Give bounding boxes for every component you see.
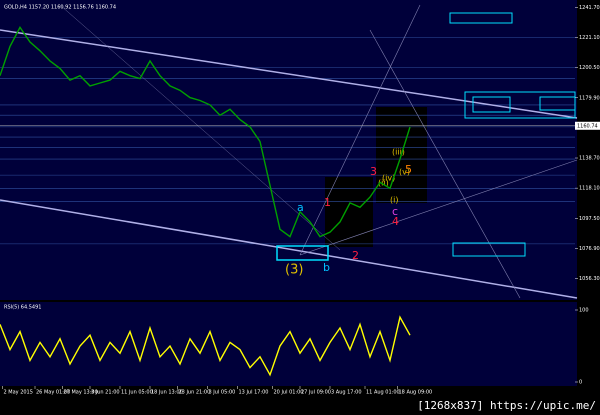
wave-labels: a b (3) 1 2 3 4 c 5 (i) (ii) (iii) (iv) … [285, 148, 412, 278]
wave-label: 4 [392, 215, 399, 228]
y-tick-label: 1138.70 [579, 156, 600, 162]
channel-line [0, 199, 578, 299]
x-tick-label: 20 Jul 01:00 [274, 390, 304, 396]
y-tick-label: 100 [579, 308, 589, 314]
wave-label: (iv) [382, 174, 395, 183]
watermark-bg [432, 396, 600, 415]
chart-title: GOLD,H4 1157.20 1160.92 1156.76 1160.74 [4, 5, 116, 11]
wave-label: a [297, 201, 304, 214]
x-tick-label: 2 May 2015 [4, 390, 33, 396]
wave-label: (iii) [392, 148, 405, 157]
x-tick-label: 23 Jun 21:00 [179, 390, 211, 396]
wave-label: c [392, 205, 398, 218]
label-box [472, 96, 511, 113]
wave-label: 3 [370, 165, 377, 178]
y-tick-label: 1179.90 [579, 95, 600, 101]
fan-line [59, 4, 341, 251]
x-tick-label: 3 Jun 21:00 [91, 390, 120, 396]
indicator-title: RSI(5) 64.5491 [4, 305, 41, 311]
label-box [539, 96, 576, 111]
wave-label: (v) [399, 168, 410, 177]
label-box [452, 242, 526, 257]
y-tick-label: 1076.90 [579, 246, 600, 252]
x-tick-label: 27 May 13:00 [64, 390, 98, 396]
fan-line [369, 29, 521, 299]
watermark: [1268x837] https://upic.me/ [417, 399, 596, 412]
y-tick-label: 1200.50 [579, 65, 600, 71]
fan-line [299, 159, 578, 256]
wave-label: (i) [390, 196, 398, 205]
price-marker [575, 121, 600, 130]
x-tick-label: 26 May 01:00 [36, 390, 70, 396]
x-tick-label: 18 Jun 13:00 [151, 390, 183, 396]
wave-label: 5 [405, 163, 412, 176]
y-tick-label: 1118.10 [579, 186, 600, 192]
wave-label: b [323, 261, 330, 274]
x-tick-label: 11 Aug 01:00 [366, 390, 400, 396]
y-tick-label: 1056.30 [579, 276, 600, 282]
y-tick-label: 1097.50 [579, 216, 600, 222]
series-line [0, 26, 411, 238]
wave-label: 1 [324, 196, 331, 209]
wave-label: 2 [352, 249, 359, 262]
fan-line [299, 4, 421, 256]
channel-line [0, 29, 578, 119]
wave-label: (3) [285, 263, 303, 278]
drawings [0, 4, 578, 299]
y-tick-label: 0 [579, 380, 582, 386]
price-plot [325, 107, 427, 247]
x-tick-label: 3 Aug 17:00 [331, 390, 362, 396]
y-tick-label: 1241.70 [579, 5, 600, 11]
x-tick-label: 3 Jul 05:00 [209, 390, 236, 396]
series-line [0, 315, 411, 377]
price-pane [0, 0, 577, 300]
wave-label: (ii) [378, 179, 389, 188]
box [325, 177, 373, 247]
y-tick-label: 1221.10 [579, 35, 600, 41]
x-tick-label: 27 Jul 09:00 [301, 390, 331, 396]
current-price: 1160.74 [577, 123, 598, 129]
label-box [449, 12, 513, 24]
rsi-pane [0, 302, 577, 386]
label-box [276, 245, 329, 261]
x-tick-label: 18 Aug 09:00 [399, 390, 433, 396]
x-tick-label: 13 Jul 17:00 [239, 390, 269, 396]
x-tick-label: 11 Jun 05:00 [121, 390, 153, 396]
